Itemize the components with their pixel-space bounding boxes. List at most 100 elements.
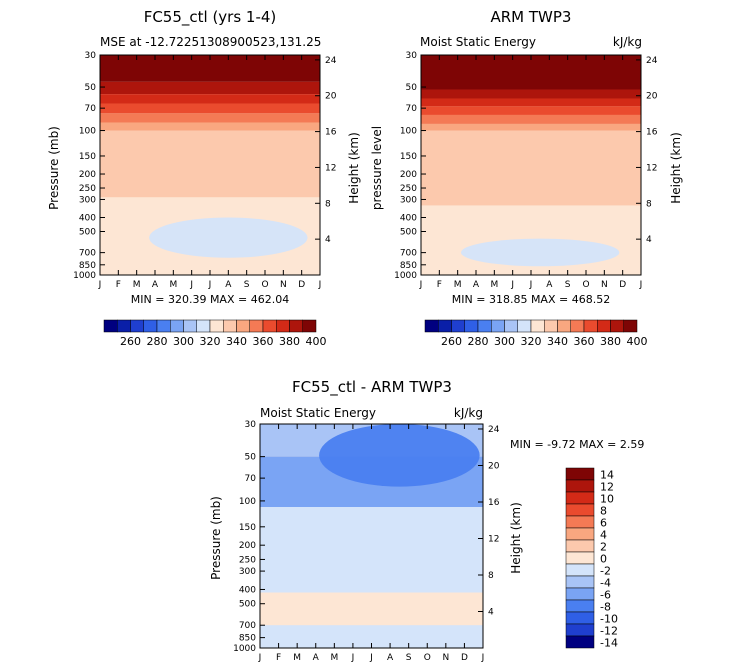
- p0-xtick-label: J: [208, 280, 212, 290]
- p1-xtick-label: J: [419, 280, 423, 290]
- colorbar-swatch: [491, 319, 505, 333]
- colorbar-label: 280: [468, 335, 489, 348]
- p2-ytick-label: 700: [239, 621, 256, 631]
- colorbar-label: 320: [200, 335, 221, 348]
- p2-height-tick-label: 4: [488, 607, 494, 617]
- colorbar-swatch: [170, 319, 184, 333]
- colorbar-label: 280: [147, 335, 168, 348]
- colorbar-swatch: [302, 319, 317, 333]
- colorbar-label: 260: [120, 335, 141, 348]
- colorbar-fc55: 260 280 300 320 340 360 380 400: [103, 319, 327, 348]
- colorbar-diff-label: 6: [600, 517, 607, 530]
- p2-height-tick-label: 16: [488, 498, 500, 508]
- p2-ytick-label: 500: [239, 600, 256, 610]
- colorbar-diff-swatch: [565, 551, 595, 565]
- p2-ytick-label: 150: [239, 523, 256, 533]
- colorbar-diff-label: -14: [600, 637, 618, 650]
- p0-ytick-label: 850: [79, 261, 96, 271]
- colorbar-label: 400: [627, 335, 648, 348]
- p0-level-band: [100, 94, 320, 104]
- colorbar-diff-swatch: [565, 563, 595, 577]
- p1-ytick-label: 1000: [394, 271, 417, 281]
- p1-ytick-label: 150: [400, 152, 417, 162]
- p1-height-tick-label: 8: [646, 199, 652, 209]
- p0-xtick-label: A: [225, 280, 232, 290]
- p2-xtick-label: M: [330, 653, 338, 663]
- colorbar-swatch: [517, 319, 532, 333]
- colorbar-diff-swatch: [565, 503, 595, 517]
- colorbar-swatch: [103, 319, 118, 333]
- colorbar-swatch: [424, 319, 439, 333]
- p0-xtick-label: S: [244, 280, 250, 290]
- p0-xtick-label: J: [318, 280, 322, 290]
- p1-ytick-label: 200: [400, 170, 417, 180]
- colorbar-label: 360: [253, 335, 274, 348]
- p0-ytick-label: 300: [79, 195, 96, 205]
- p2-ytick-label: 250: [239, 555, 256, 565]
- p0-level-band: [100, 122, 320, 131]
- panel-arm-subtitle-left: Moist Static Energy: [420, 35, 536, 49]
- p1-level-band: [421, 123, 641, 131]
- colorbar-swatch: [438, 319, 452, 333]
- p0-height-tick-label: 4: [325, 235, 331, 245]
- colorbar-swatch: [610, 319, 624, 333]
- p2-xtick-label: F: [276, 653, 281, 663]
- p1-xtick-label: F: [437, 280, 442, 290]
- p1-xtick-label: M: [454, 280, 462, 290]
- p1-ytick-label: 50: [406, 83, 418, 93]
- panel-fc55-title: FC55_ctl (yrs 1-4): [144, 8, 277, 27]
- p1-height-tick-label: 16: [646, 128, 658, 138]
- p0-ytick-label: 50: [85, 83, 97, 93]
- p0-xtick-label: F: [116, 280, 121, 290]
- p2-height-tick-label: 24: [488, 425, 500, 435]
- panel-fc55-ylabel: Pressure (mb): [47, 126, 61, 210]
- p2-height-tick-label: 8: [488, 571, 494, 581]
- colorbar-diff-label: 2: [600, 541, 607, 554]
- colorbar-diff-swatch: [565, 575, 595, 589]
- panel-diff-ylabel-right: Height (km): [509, 502, 523, 573]
- colorbar-swatch: [276, 319, 290, 333]
- colorbar-swatch: [249, 319, 264, 333]
- panel-arm-subtitle-right: kJ/kg: [613, 35, 642, 49]
- colorbar-swatch: [530, 319, 545, 333]
- colorbar-label: 380: [279, 335, 300, 348]
- colorbar-diff-swatch: [565, 539, 595, 553]
- colorbar-diff-swatch: [565, 611, 595, 625]
- colorbar-diff-label: -8: [600, 601, 611, 614]
- colorbar-swatch: [597, 319, 611, 333]
- colorbar-swatch: [504, 319, 518, 333]
- colorbar-label: 320: [521, 335, 542, 348]
- p1-level-band: [421, 106, 641, 115]
- p1-ytick-label: 100: [400, 127, 417, 137]
- p2-ytick-label: 100: [239, 497, 256, 507]
- p0-xtick-label: O: [261, 280, 268, 290]
- p2-xtick-label: J: [258, 653, 262, 663]
- p2-ytick-label: 200: [239, 541, 256, 551]
- p0-level-band: [100, 103, 320, 114]
- p0-level-band: [100, 113, 320, 123]
- p1-ytick-label: 250: [400, 184, 417, 194]
- panel-diff: FC55_ctl - ARM TWP3 Moist Static Energy …: [209, 378, 644, 663]
- panel-diff-ylabel: Pressure (mb): [209, 496, 223, 580]
- p1-height-tick-label: 24: [646, 56, 658, 66]
- p0-ytick-label: 70: [85, 104, 97, 114]
- panel-arm: ARM TWP3 Moist Static Energy kJ/kg 30 50 7…: [370, 8, 683, 306]
- panel-fc55-subtitle: MSE at -12.72251308900523,131.25: [100, 35, 321, 49]
- colorbar-diff-label: 12: [600, 481, 614, 494]
- colorbar-diff-label: -10: [600, 613, 618, 626]
- p1-xtick-label: M: [490, 280, 498, 290]
- colorbar-diff-label: 14: [600, 469, 614, 482]
- p2-xtick-label: J: [351, 653, 355, 663]
- colorbar-diff-swatch: [565, 515, 595, 529]
- p1-level-band: [421, 89, 641, 99]
- colorbar-arm: 260 280 300 320 340 360 380 400: [424, 319, 648, 348]
- colorbar-label: 300: [494, 335, 515, 348]
- p0-xtick-label: N: [280, 280, 287, 290]
- colorbar-label: 400: [306, 335, 327, 348]
- colorbar-swatch: [583, 319, 598, 333]
- panel-diff-title: FC55_ctl - ARM TWP3: [292, 378, 452, 397]
- colorbar-swatch: [236, 319, 250, 333]
- p0-xtick-label: D: [298, 280, 305, 290]
